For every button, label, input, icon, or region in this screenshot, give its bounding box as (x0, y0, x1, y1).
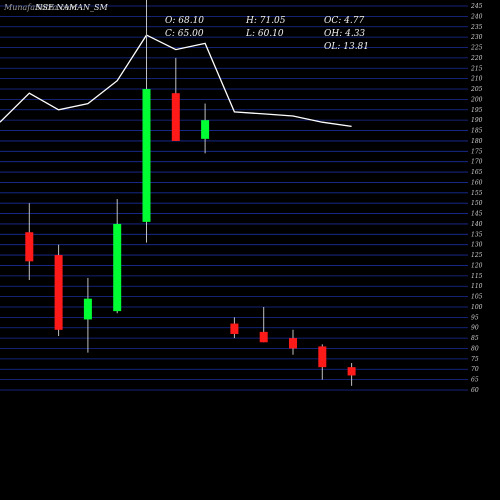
y-tick-label: 155 (471, 190, 483, 197)
candle-body-down (318, 346, 327, 368)
y-tick-label: 80 (471, 345, 479, 352)
y-tick-label: 140 (471, 221, 483, 228)
y-tick-label: 95 (471, 314, 479, 321)
y-tick-label: 240 (470, 13, 483, 20)
y-tick-label: 120 (471, 262, 483, 269)
stat-low: L: 60.10 (246, 29, 284, 39)
candle-body-down (289, 338, 297, 349)
y-axis-ticks: 245 240 235 230 225 220 215 210 205 200 195 190 185 1… (470, 3, 483, 394)
y-tick-label: 220 (470, 55, 483, 62)
y-tick-label: 75 (471, 356, 479, 363)
y-tick-label: 190 (471, 117, 483, 124)
stat-open: O: 68.10 (165, 16, 205, 26)
stat-oh: OH: 4.33 (324, 29, 366, 39)
candle-body-down (259, 331, 268, 343)
y-tick-label: 180 (471, 138, 483, 145)
y-tick-label: 175 (471, 148, 483, 155)
y-tick-label: 210 (470, 76, 483, 83)
candle-body-up (113, 223, 122, 312)
y-tick-label: 150 (471, 200, 483, 207)
y-tick-label: 105 (471, 294, 483, 301)
y-tick-label: 85 (471, 335, 479, 342)
y-tick-label: 245 (470, 3, 483, 10)
grid-lines (0, 5, 468, 391)
y-tick-label: 215 (470, 65, 483, 72)
stat-high: H: 71.05 (246, 16, 286, 26)
moving-average-line (0, 34, 352, 128)
watermark-text: MunafaSutra.com (4, 3, 77, 12)
y-tick-label: 230 (470, 34, 483, 41)
stat-ol: OL: 13.81 (324, 42, 370, 52)
y-tick-label: 185 (471, 128, 483, 135)
y-tick-label: 205 (470, 86, 483, 93)
y-tick-label: 235 (470, 24, 483, 31)
y-tick-label: 145 (471, 211, 483, 218)
y-tick-label: 160 (471, 179, 483, 186)
y-tick-label: 195 (471, 107, 483, 114)
candle-body-down (230, 323, 239, 334)
stat-oc: OC: 4.77 (324, 16, 365, 26)
y-tick-label: 135 (471, 231, 483, 238)
y-tick-label: 200 (470, 96, 483, 103)
candle-body-down (171, 93, 180, 141)
y-tick-label: 100 (471, 304, 483, 311)
y-tick-label: 225 (470, 45, 483, 52)
y-tick-label: 170 (471, 159, 483, 166)
y-tick-label: 90 (471, 325, 479, 332)
y-tick-label: 125 (471, 252, 483, 259)
y-tick-label: 130 (471, 242, 483, 249)
y-tick-label: 65 (471, 377, 479, 384)
symbol-title: NSE NAMAN_SM (35, 3, 108, 12)
candles (25, 0, 356, 386)
line-series (0, 34, 352, 128)
y-tick-label: 70 (471, 366, 479, 373)
candle-body-down (54, 255, 63, 330)
candle-body-down (25, 232, 34, 262)
stat-close: C: 65.00 (165, 29, 204, 39)
chart-header: MunafaSutra.com NSE NAMAN_SM (4, 3, 108, 12)
candle-body-down (347, 367, 356, 376)
y-tick-label: 165 (471, 169, 483, 176)
y-tick-label: 60 (471, 387, 479, 394)
y-tick-label: 110 (471, 283, 483, 290)
candle-body-up (83, 298, 92, 320)
candle-body-up (201, 120, 210, 139)
y-tick-label: 115 (471, 273, 483, 280)
candle-body-up (142, 89, 151, 222)
